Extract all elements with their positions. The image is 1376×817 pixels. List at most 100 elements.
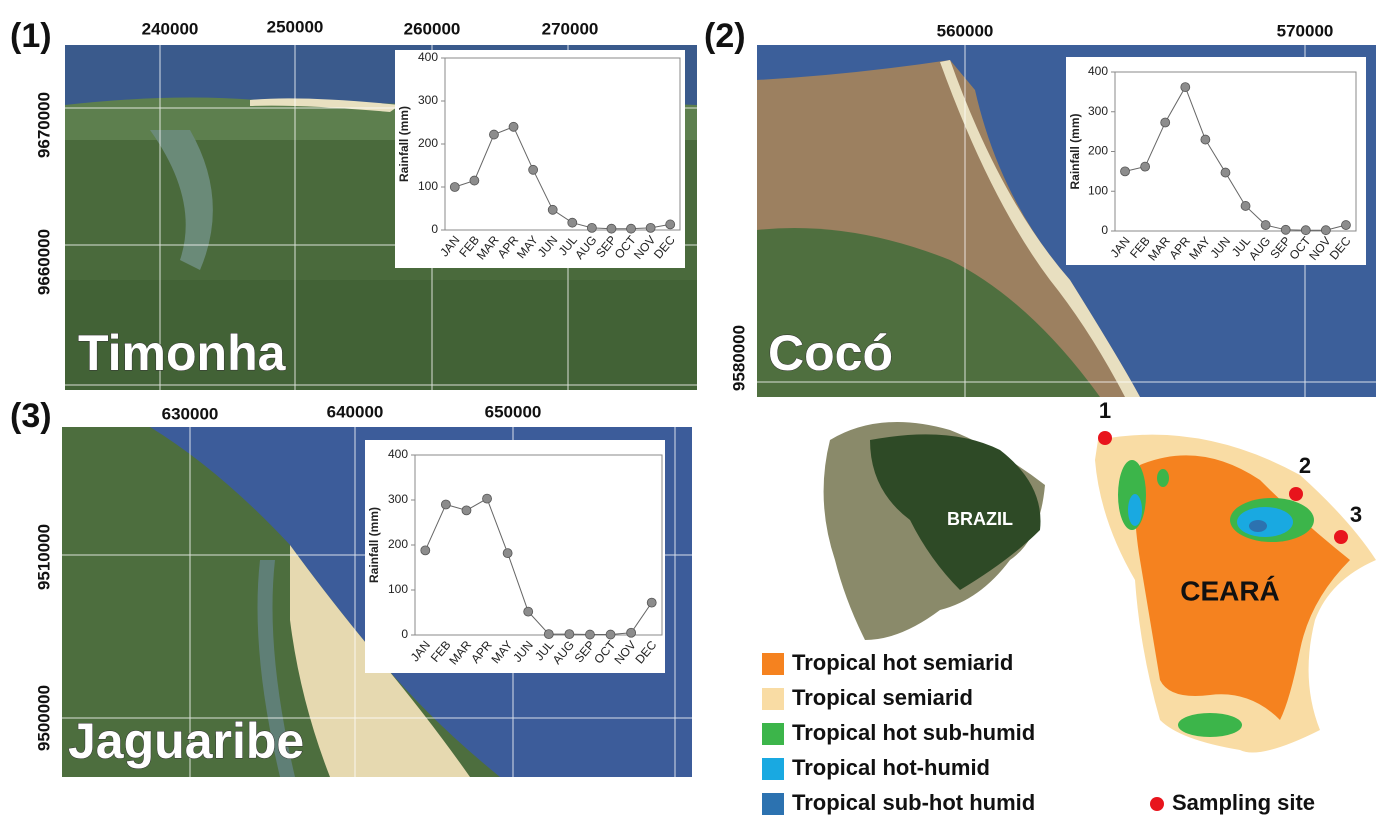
easting-label: 630000 (162, 404, 219, 423)
country-label: BRAZIL (947, 509, 1013, 529)
panel-number: (3) (10, 397, 52, 435)
rainfall-point (1261, 221, 1270, 230)
y-tick-label: 100 (1088, 183, 1108, 197)
rainfall-point (1321, 226, 1330, 235)
easting-label: 260000 (404, 19, 461, 38)
rainfall-point (1301, 226, 1310, 235)
rainfall-point (587, 223, 596, 232)
y-tick-label: 400 (418, 50, 438, 64)
figure: (1)Timonha240000250000260000270000967000… (0, 0, 1376, 817)
site-number: 1 (1099, 398, 1111, 423)
easting-label: 640000 (327, 402, 384, 421)
y-tick-label: 100 (418, 179, 438, 193)
rainfall-point (647, 598, 656, 607)
ceara-zone (1128, 494, 1142, 526)
rainfall-point (585, 630, 594, 639)
y-axis-title: Rainfall (mm) (1068, 113, 1082, 189)
rainfall-point (483, 494, 492, 503)
northing-label: 9580000 (729, 325, 748, 391)
rainfall-point (565, 630, 574, 639)
y-axis-title: Rainfall (mm) (367, 507, 381, 583)
legend-label: Tropical sub-hot humid (792, 790, 1035, 815)
rainfall-point (627, 224, 636, 233)
rainfall-point (462, 506, 471, 515)
site-number: 2 (1299, 453, 1311, 478)
y-tick-label: 200 (1088, 144, 1108, 158)
y-tick-label: 0 (401, 627, 408, 641)
y-tick-label: 300 (418, 93, 438, 107)
rainfall-point (548, 205, 557, 214)
rainfall-chart: 0100200300400Rainfall (mm)JANFEBMARAPRMA… (365, 440, 665, 673)
rainfall-point (544, 630, 553, 639)
northing-label: 9510000 (34, 524, 53, 590)
rainfall-point (1181, 83, 1190, 92)
rainfall-point (441, 500, 450, 509)
y-tick-label: 200 (388, 537, 408, 551)
rainfall-point (524, 607, 533, 616)
rainfall-point (646, 223, 655, 232)
easting-label: 650000 (485, 402, 542, 421)
legend-swatch (762, 758, 784, 780)
y-tick-label: 200 (418, 136, 438, 150)
site-name: Timonha (78, 325, 287, 381)
rainfall-point (503, 549, 512, 558)
rainfall-point (666, 220, 675, 229)
rainfall-point (607, 224, 616, 233)
rainfall-point (529, 165, 538, 174)
rainfall-point (1341, 221, 1350, 230)
legend-label: Tropical semiarid (792, 685, 973, 710)
northing-label: 9500000 (34, 685, 53, 751)
rainfall-point (568, 218, 577, 227)
easting-label: 570000 (1277, 21, 1334, 40)
rainfall-point (509, 122, 518, 131)
rainfall-point (421, 546, 430, 555)
rainfall-point (1141, 162, 1150, 171)
legend-label: Sampling site (1172, 790, 1315, 815)
northing-label: 9660000 (34, 229, 53, 295)
site-name: Jaguaribe (68, 713, 304, 769)
panel-number: (1) (10, 17, 52, 55)
y-tick-label: 300 (388, 492, 408, 506)
legend-swatch (762, 723, 784, 745)
y-tick-label: 400 (1088, 64, 1108, 78)
y-tick-label: 0 (1101, 223, 1108, 237)
rainfall-point (1281, 225, 1290, 234)
legend-label: Tropical hot-humid (792, 755, 990, 780)
y-tick-label: 400 (388, 447, 408, 461)
sampling-site (1289, 487, 1303, 501)
panel-number: (2) (704, 17, 746, 55)
rainfall-point (1201, 135, 1210, 144)
legend-swatch (762, 688, 784, 710)
legend-swatch (762, 793, 784, 815)
ceara-zone (1249, 520, 1267, 532)
rainfall-point (1161, 118, 1170, 127)
legend-swatch (762, 653, 784, 675)
legend-label: Tropical hot sub-humid (792, 720, 1035, 745)
ceara-zone (1237, 507, 1293, 537)
rainfall-point (489, 130, 498, 139)
y-tick-label: 100 (388, 582, 408, 596)
rainfall-point (470, 176, 479, 185)
easting-label: 240000 (142, 19, 199, 38)
easting-label: 250000 (267, 17, 324, 36)
chart-background (1066, 57, 1366, 265)
y-tick-label: 0 (431, 222, 438, 236)
legend-label: Tropical hot semiarid (792, 650, 1013, 675)
site-number: 3 (1350, 502, 1362, 527)
rainfall-point (1241, 201, 1250, 210)
easting-label: 270000 (542, 19, 599, 38)
ceara-zone (1157, 469, 1169, 487)
easting-label: 560000 (937, 21, 994, 40)
northing-label: 9670000 (34, 92, 53, 158)
sampling-site (1334, 530, 1348, 544)
rainfall-point (1221, 168, 1230, 177)
rainfall-point (1121, 167, 1130, 176)
site-name: Cocó (768, 325, 893, 381)
chart-background (395, 50, 685, 268)
y-tick-label: 300 (1088, 104, 1108, 118)
y-axis-title: Rainfall (mm) (397, 106, 411, 182)
legend-site-marker (1150, 797, 1164, 811)
ceara-zone (1178, 713, 1242, 737)
rainfall-point (627, 628, 636, 637)
